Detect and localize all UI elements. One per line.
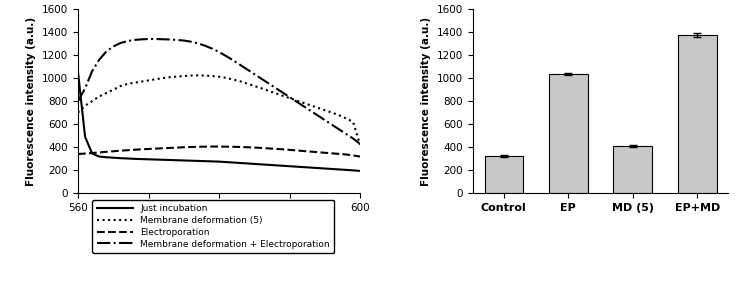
Bar — [614, 146, 652, 193]
Bar — [549, 74, 588, 193]
Y-axis label: Fluorescence intensity (a.u.): Fluorescence intensity (a.u.) — [421, 16, 432, 186]
Legend: Just incubation, Membrane deformation (5), Electroporation, Membrane deformation: Just incubation, Membrane deformation (5… — [92, 200, 334, 253]
X-axis label: Wavelength (nm): Wavelength (nm) — [165, 218, 273, 228]
Bar — [678, 35, 716, 193]
Bar — [484, 156, 523, 193]
Y-axis label: Fluorescence intensity (a.u.): Fluorescence intensity (a.u.) — [27, 16, 36, 186]
